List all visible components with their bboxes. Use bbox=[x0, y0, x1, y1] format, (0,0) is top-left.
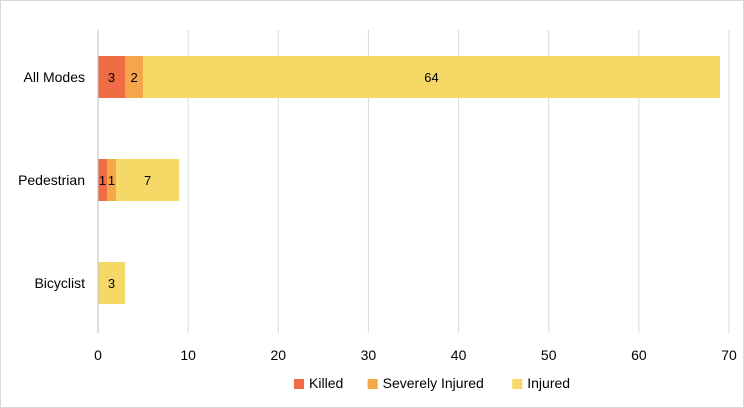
x-tick-label-0: 0 bbox=[94, 347, 102, 363]
legend-label-killed: Killed bbox=[309, 375, 343, 391]
x-tick-label-70: 70 bbox=[721, 347, 737, 363]
legend-swatch-severely-injured bbox=[367, 379, 378, 389]
data-label-pedestrian-injured: 7 bbox=[144, 173, 151, 188]
data-labels: 3 2 641 1 73 bbox=[99, 70, 439, 291]
x-tick-label-20: 20 bbox=[270, 347, 286, 363]
legend-label-injured: Injured bbox=[527, 375, 570, 391]
bars bbox=[98, 56, 720, 304]
data-label-pedestrian-severely-injured: 1 bbox=[108, 173, 115, 188]
data-label-pedestrian-killed: 1 bbox=[99, 173, 106, 188]
x-tick-label-40: 40 bbox=[451, 347, 467, 363]
data-label-all-modes-injured: 64 bbox=[424, 70, 438, 85]
legend-swatch-injured bbox=[512, 379, 523, 389]
x-tick-label-50: 50 bbox=[541, 347, 557, 363]
bar-bicyclist-injured bbox=[98, 262, 126, 304]
axes: 0 10 20 30 40 50 60 70 All Modes Pedestrian Bicycl… bbox=[18, 30, 737, 363]
x-tick-label-10: 10 bbox=[180, 347, 196, 363]
bar-pedestrian-killed bbox=[98, 159, 108, 201]
x-tick-label-30: 30 bbox=[361, 347, 377, 363]
bar-all-modes-severely-injured bbox=[125, 56, 144, 98]
legend: Killed Severely Injured Injured bbox=[294, 375, 570, 391]
x-tick-label-60: 60 bbox=[631, 347, 647, 363]
category-label-pedestrian: Pedestrian bbox=[18, 172, 85, 188]
bar-pedestrian-severely-injured bbox=[107, 159, 117, 201]
legend-label-severely-injured: Severely Injured bbox=[383, 375, 484, 391]
bar-pedestrian-injured bbox=[116, 159, 180, 201]
data-label-bicyclist-injured: 3 bbox=[108, 276, 115, 291]
category-label-bicyclist: Bicyclist bbox=[34, 275, 85, 291]
data-label-all-modes-killed: 3 bbox=[108, 70, 115, 85]
data-label-all-modes-severely-injured: 2 bbox=[130, 70, 137, 85]
legend-swatch-killed bbox=[294, 379, 305, 389]
bar-all-modes-injured bbox=[143, 56, 720, 98]
category-label-all-modes: All Modes bbox=[24, 69, 85, 85]
bar-all-modes-killed bbox=[98, 56, 126, 98]
